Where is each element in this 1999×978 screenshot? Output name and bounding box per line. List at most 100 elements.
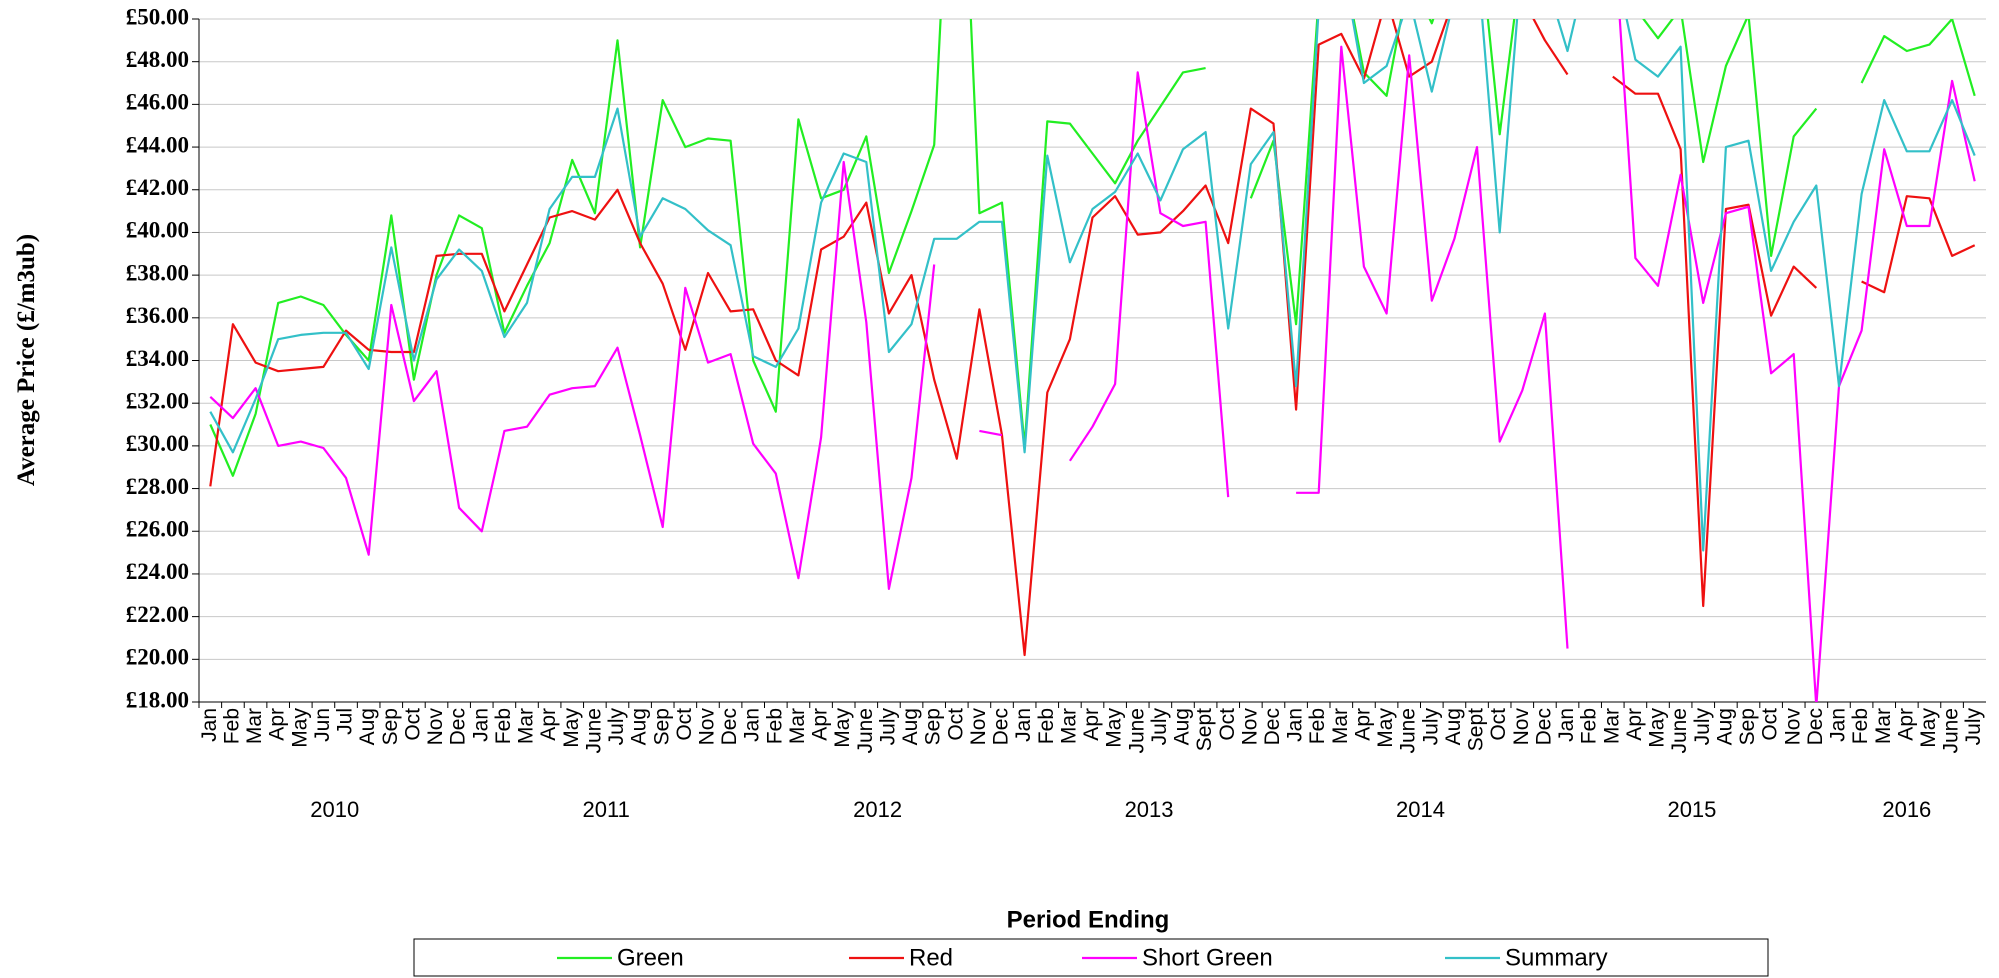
x-tick-label: Apr: [809, 708, 832, 741]
x-tick-label: Aug: [899, 708, 922, 745]
x-tick-label: Jan: [1012, 708, 1035, 742]
y-axis-title: Average Price (£/m3ub): [13, 234, 40, 486]
x-tick-label: Oct: [1487, 708, 1510, 741]
x-tick-label: July: [605, 708, 628, 746]
x-tick-label: July: [1148, 708, 1171, 746]
y-tick-label: £28.00: [126, 474, 189, 499]
x-tick-label: Dec: [1261, 708, 1284, 745]
y-tick-label: £20.00: [126, 645, 189, 670]
y-tick-label: £38.00: [126, 260, 189, 285]
x-tick-label: Feb: [1849, 708, 1872, 744]
x-tick-label: June: [1397, 708, 1420, 754]
y-tick-label: £50.00: [126, 4, 189, 29]
x-tick-label: Apr: [1351, 708, 1374, 741]
x-tick-label: Sep: [922, 708, 945, 745]
x-tick-label: Apr: [537, 708, 560, 741]
year-label: 2010: [310, 797, 359, 822]
year-label: 2016: [1882, 797, 1931, 822]
legend-label: Summary: [1505, 944, 1608, 971]
x-tick-label: Jan: [741, 708, 764, 742]
x-tick-label: Aug: [356, 708, 379, 745]
x-tick-label: Oct: [673, 708, 696, 741]
x-tick-label: Sep: [1736, 708, 1759, 745]
x-tick-label: Oct: [1216, 708, 1239, 741]
x-tick-label: Jun: [311, 708, 334, 742]
x-tick-label: Jul: [334, 708, 357, 735]
x-tick-label: Nov: [1510, 708, 1533, 746]
x-tick-label: Dec: [990, 708, 1013, 745]
x-tick-label: Aug: [1713, 708, 1736, 745]
year-label: 2015: [1667, 797, 1716, 822]
x-tick-label: July: [1962, 708, 1985, 746]
year-label: 2013: [1125, 797, 1174, 822]
x-tick-label: Nov: [696, 708, 719, 746]
line-series: [209, 19, 1976, 477]
x-tick-label: Oct: [401, 708, 424, 741]
x-tick-label: June: [1940, 708, 1963, 754]
x-tick-label: Aug: [1442, 708, 1465, 745]
y-tick-label: £36.00: [126, 303, 189, 328]
y-tick-label: £30.00: [126, 431, 189, 456]
x-tick-label: Dec: [718, 708, 741, 745]
x-tick-label: Oct: [944, 708, 967, 741]
x-tick-label: Mar: [1872, 708, 1895, 744]
x-tick-label: Nov: [1238, 708, 1261, 746]
y-tick-label: £26.00: [126, 517, 189, 542]
line-series: [209, 19, 1976, 657]
x-tick-label: June: [582, 708, 605, 754]
x-tick-label: May: [1917, 708, 1940, 748]
x-tick-label: Apr: [1080, 708, 1103, 741]
x-tick-label: May: [560, 708, 583, 748]
x-tick-label: Mar: [1329, 708, 1352, 744]
x-axis-title: Period Ending: [1007, 906, 1170, 933]
x-tick-label: Sept: [1465, 708, 1488, 751]
x-tick-label: June: [854, 708, 877, 754]
x-tick-label: Feb: [1035, 708, 1058, 744]
y-tick-label: £32.00: [126, 388, 189, 413]
y-tick-label: £44.00: [126, 132, 189, 157]
x-tick-label: June: [1125, 708, 1148, 754]
x-tick-label: Feb: [1306, 708, 1329, 744]
x-tick-label: Feb: [220, 708, 243, 744]
x-tick-label: Apr: [1623, 708, 1646, 741]
y-tick-label: £46.00: [126, 90, 189, 115]
plot-area: [209, 19, 1976, 702]
x-tick-label: Apr: [266, 708, 289, 741]
y-tick-label: £42.00: [126, 175, 189, 200]
x-tick-label: Dec: [1804, 708, 1827, 745]
x-tick-label: July: [876, 708, 899, 746]
x-tick-label: Mar: [243, 708, 266, 744]
x-tick-label: June: [1668, 708, 1691, 754]
y-tick-label: £22.00: [126, 602, 189, 627]
line-series: [209, 19, 1976, 702]
x-tick-label: Jan: [198, 708, 221, 742]
x-tick-label: Sep: [379, 708, 402, 745]
x-tick-label: Nov: [1781, 708, 1804, 746]
x-tick-label: May: [1103, 708, 1126, 748]
x-tick-label: Mar: [786, 708, 809, 744]
y-tick-label: £18.00: [126, 687, 189, 712]
x-tick-label: Apr: [1894, 708, 1917, 741]
x-tick-label: Sept: [1193, 708, 1216, 751]
x-tick-label: Oct: [1759, 708, 1782, 741]
x-tick-label: July: [1419, 708, 1442, 746]
x-tick-label: Mar: [515, 708, 538, 744]
x-tick-label: Mar: [1600, 708, 1623, 744]
x-tick-label: Dec: [1532, 708, 1555, 745]
x-tick-label: May: [1374, 708, 1397, 748]
x-tick-label: Jan: [1284, 708, 1307, 742]
x-tick-label: Feb: [492, 708, 515, 744]
y-tick-label: £48.00: [126, 47, 189, 72]
x-tick-label: July: [1691, 708, 1714, 746]
x-tick-label: Jan: [1827, 708, 1850, 742]
x-tick-label: May: [1646, 708, 1669, 748]
x-tick-label: May: [831, 708, 854, 748]
y-tick-label: £24.00: [126, 559, 189, 584]
x-tick-label: Jan: [469, 708, 492, 742]
x-tick-label: Sep: [650, 708, 673, 745]
x-tick-label: Nov: [424, 708, 447, 746]
x-tick-label: Nov: [967, 708, 990, 746]
legend-label: Red: [909, 944, 953, 971]
legend-label: Green: [617, 944, 684, 971]
